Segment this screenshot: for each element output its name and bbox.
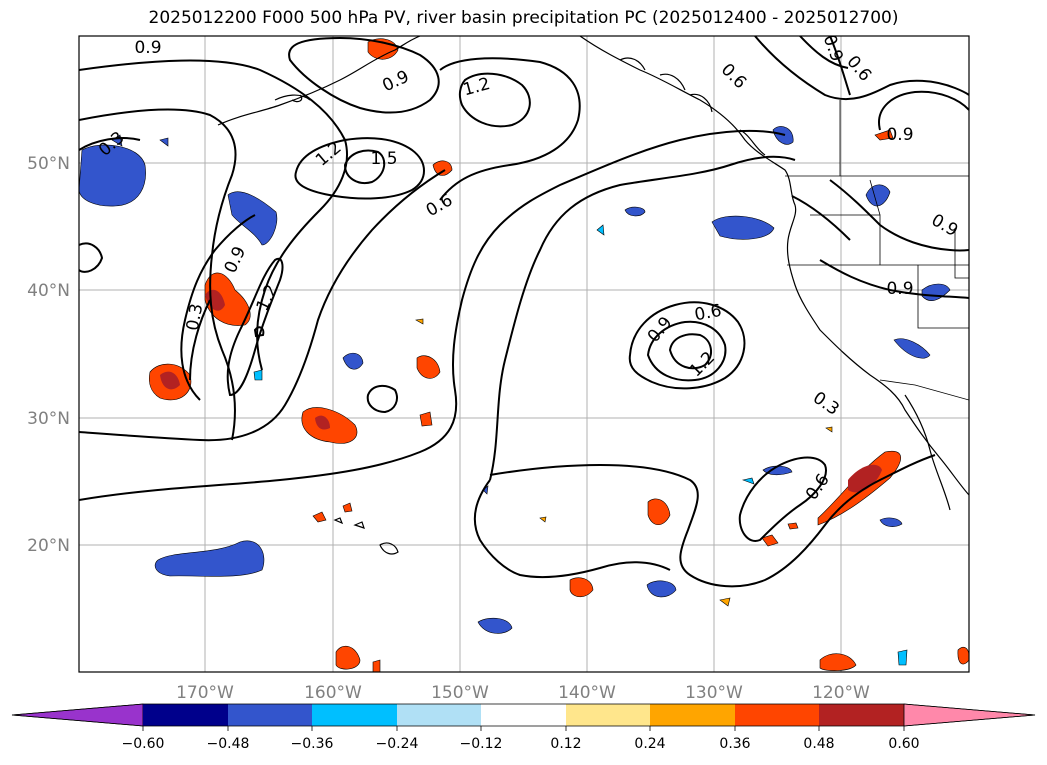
colorbar-tick: 0.48: [803, 736, 834, 752]
pv-contours: [79, 36, 969, 588]
colorbar-extend-low: [11, 703, 144, 727]
colorbar-cell: [143, 704, 228, 726]
colorbar-cell: [312, 704, 397, 726]
contour-label: 0.9: [886, 125, 913, 145]
map-border: [78, 35, 970, 673]
lon-label-170w: 170°W: [176, 683, 234, 703]
lat-label-30n: 30°N: [27, 409, 70, 429]
coastlines: [217, 36, 969, 555]
colorbar-tick: −0.60: [122, 736, 165, 752]
colorbar-cell: [650, 704, 735, 726]
contour-label: 0.3: [183, 302, 207, 332]
negative-anomaly-areas: [79, 126, 951, 666]
lat-axis-labels: 50°N 40°N 30°N 20°N: [27, 154, 70, 556]
positive-anomaly-areas: [149, 38, 969, 672]
colorbar-tick: −0.12: [460, 736, 503, 752]
colorbar-extend-high: [903, 703, 1036, 727]
lon-label-130w: 130°W: [685, 683, 743, 703]
contour-label: 0.9: [886, 279, 913, 299]
colorbar-tick: 0.12: [550, 736, 581, 752]
lon-label-150w: 150°W: [431, 683, 489, 703]
colorbar-tick: 0.60: [888, 736, 919, 752]
colorbar-cell: [735, 704, 819, 726]
colorbar-cell: [397, 704, 481, 726]
lat-label-20n: 20°N: [27, 536, 70, 556]
lat-label-50n: 50°N: [27, 154, 70, 174]
colorbar-cell: [819, 704, 904, 726]
lon-label-160w: 160°W: [304, 683, 362, 703]
lon-label-120w: 120°W: [812, 683, 870, 703]
colorbar-tick: −0.24: [376, 736, 419, 752]
political-borders: [785, 100, 969, 401]
colorbar-tick: 0.24: [634, 736, 665, 752]
colorbar-cell: [228, 704, 312, 726]
contour-label: 0.9: [134, 38, 161, 58]
lon-label-140w: 140°W: [558, 683, 616, 703]
lat-label-40n: 40°N: [27, 281, 70, 301]
colorbar-tick: −0.36: [291, 736, 334, 752]
contour-label: 1.5: [370, 149, 397, 169]
colorbar-tick: 0.36: [719, 736, 750, 752]
colorbar-cell: [566, 704, 650, 726]
colorbar-tick: −0.48: [207, 736, 250, 752]
colorbar: −0.60 −0.48 −0.36 −0.24 −0.12 0.12 0.24 …: [11, 703, 1036, 752]
contour-label: 0.6: [693, 301, 723, 325]
lon-axis-labels: 170°W 160°W 150°W 140°W 130°W 120°W: [176, 683, 870, 703]
figure-title: 2025012200 F000 500 hPa PV, river basin …: [148, 8, 899, 28]
colorbar-cells: [11, 703, 1036, 727]
colorbar-cell: [481, 704, 566, 726]
